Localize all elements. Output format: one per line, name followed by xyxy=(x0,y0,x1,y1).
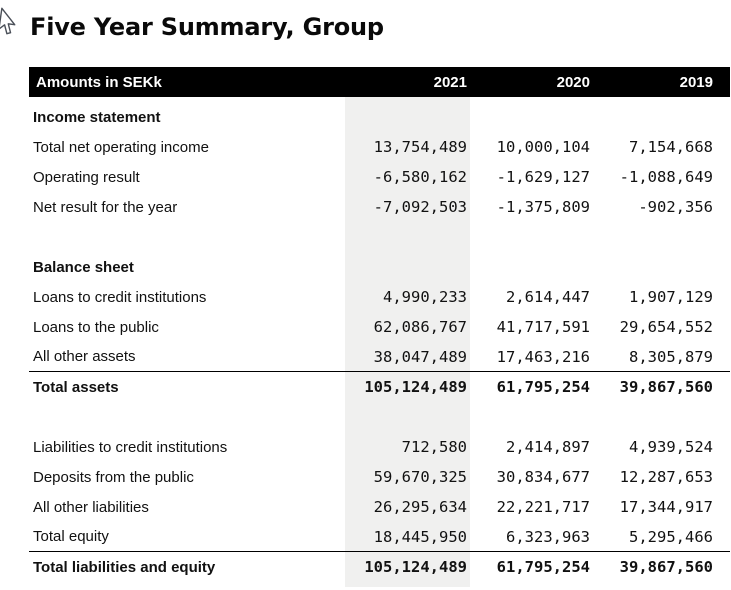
table-row: Total net operating income 13,754,489 10… xyxy=(29,132,730,162)
page-title: Five Year Summary, Group xyxy=(30,13,384,41)
row-label: Total net operating income xyxy=(33,138,209,156)
total-row-liabilities-and-equity: Total liabilities and equity 105,124,489… xyxy=(29,552,730,582)
row-label: Deposits from the public xyxy=(33,468,194,486)
spacer-row xyxy=(29,402,730,432)
value-2021: -7,092,503 xyxy=(373,198,467,216)
value-2021: 13,754,489 xyxy=(373,138,467,156)
header-year-2020: 2020 xyxy=(556,73,590,91)
value-2020: 6,323,963 xyxy=(506,527,590,546)
value-2021: 38,047,489 xyxy=(373,347,467,366)
value-2021: 105,124,489 xyxy=(364,378,467,396)
table-row: All other assets 38,047,489 17,463,216 8… xyxy=(29,342,730,372)
section-row-income-statement: Income statement xyxy=(29,102,730,132)
row-label: Net result for the year xyxy=(33,198,178,216)
section-row-balance-sheet: Balance sheet xyxy=(29,252,730,282)
value-2020: 61,795,254 xyxy=(496,378,590,396)
value-2019: 39,867,560 xyxy=(619,378,713,396)
value-2021: 712,580 xyxy=(401,438,467,456)
value-2020: 17,463,216 xyxy=(496,347,590,366)
table-row: All other liabilities 26,295,634 22,221,… xyxy=(29,492,730,522)
value-2019: 8,305,879 xyxy=(629,347,713,366)
value-2019: 4,939,524 xyxy=(629,438,713,456)
value-2019: -1,088,649 xyxy=(619,168,713,186)
value-2021: -6,580,162 xyxy=(373,168,467,186)
spacer-row xyxy=(29,222,730,252)
value-2019: 5,295,466 xyxy=(629,527,713,546)
five-year-summary-table: Amounts in SEKk 2021 2020 2019 Income st… xyxy=(29,67,730,587)
value-2020: 30,834,677 xyxy=(496,468,590,486)
table-row: Loans to the public 62,086,767 41,717,59… xyxy=(29,312,730,342)
row-label: Income statement xyxy=(33,108,161,126)
value-2021: 59,670,325 xyxy=(373,468,467,486)
row-label: Total equity xyxy=(33,528,109,545)
value-2021: 18,445,950 xyxy=(373,527,467,546)
value-2020: 2,614,447 xyxy=(506,288,590,306)
table-row: Deposits from the public 59,670,325 30,8… xyxy=(29,462,730,492)
value-2019: 12,287,653 xyxy=(619,468,713,486)
total-row-assets: Total assets 105,124,489 61,795,254 39,8… xyxy=(29,372,730,402)
value-2020: 22,221,717 xyxy=(496,498,590,516)
header-year-2021: 2021 xyxy=(433,73,467,91)
table-body: Income statement Total net operating inc… xyxy=(29,97,730,582)
header-year-2019: 2019 xyxy=(679,73,713,91)
value-2021: 4,990,233 xyxy=(383,288,467,306)
value-2019: 39,867,560 xyxy=(619,558,713,576)
value-2021: 62,086,767 xyxy=(373,318,467,336)
table-row: Net result for the year -7,092,503 -1,37… xyxy=(29,192,730,222)
value-2019: 1,907,129 xyxy=(629,288,713,306)
table-row: Total equity 18,445,950 6,323,963 5,295,… xyxy=(29,522,730,552)
value-2020: 10,000,104 xyxy=(496,138,590,156)
value-2019: 17,344,917 xyxy=(619,498,713,516)
value-2020: -1,629,127 xyxy=(496,168,590,186)
value-2019: 29,654,552 xyxy=(619,318,713,336)
value-2020: 61,795,254 xyxy=(496,558,590,576)
table-row: Liabilities to credit institutions 712,5… xyxy=(29,432,730,462)
value-2021: 26,295,634 xyxy=(373,498,467,516)
column-2021-highlight xyxy=(345,97,470,587)
mouse-cursor-icon xyxy=(0,6,19,38)
row-label: Total liabilities and equity xyxy=(33,558,216,576)
row-label: All other assets xyxy=(33,348,136,365)
row-label: All other liabilities xyxy=(33,498,149,516)
row-label: Liabilities to credit institutions xyxy=(33,438,228,456)
row-label: Total assets xyxy=(33,378,119,396)
table-header-row: Amounts in SEKk 2021 2020 2019 xyxy=(29,67,730,97)
row-label: Balance sheet xyxy=(33,258,134,276)
value-2019: 7,154,668 xyxy=(629,138,713,156)
header-amounts-label: Amounts in SEKk xyxy=(36,73,162,91)
table-row: Operating result -6,580,162 -1,629,127 -… xyxy=(29,162,730,192)
row-label: Loans to the public xyxy=(33,318,159,336)
value-2020: 41,717,591 xyxy=(496,318,590,336)
row-label: Loans to credit institutions xyxy=(33,288,207,306)
value-2020: -1,375,809 xyxy=(496,198,590,216)
table-row: Loans to credit institutions 4,990,233 2… xyxy=(29,282,730,312)
row-label: Operating result xyxy=(33,168,140,186)
value-2019: -902,356 xyxy=(638,198,713,216)
value-2021: 105,124,489 xyxy=(364,558,467,576)
value-2020: 2,414,897 xyxy=(506,438,590,456)
